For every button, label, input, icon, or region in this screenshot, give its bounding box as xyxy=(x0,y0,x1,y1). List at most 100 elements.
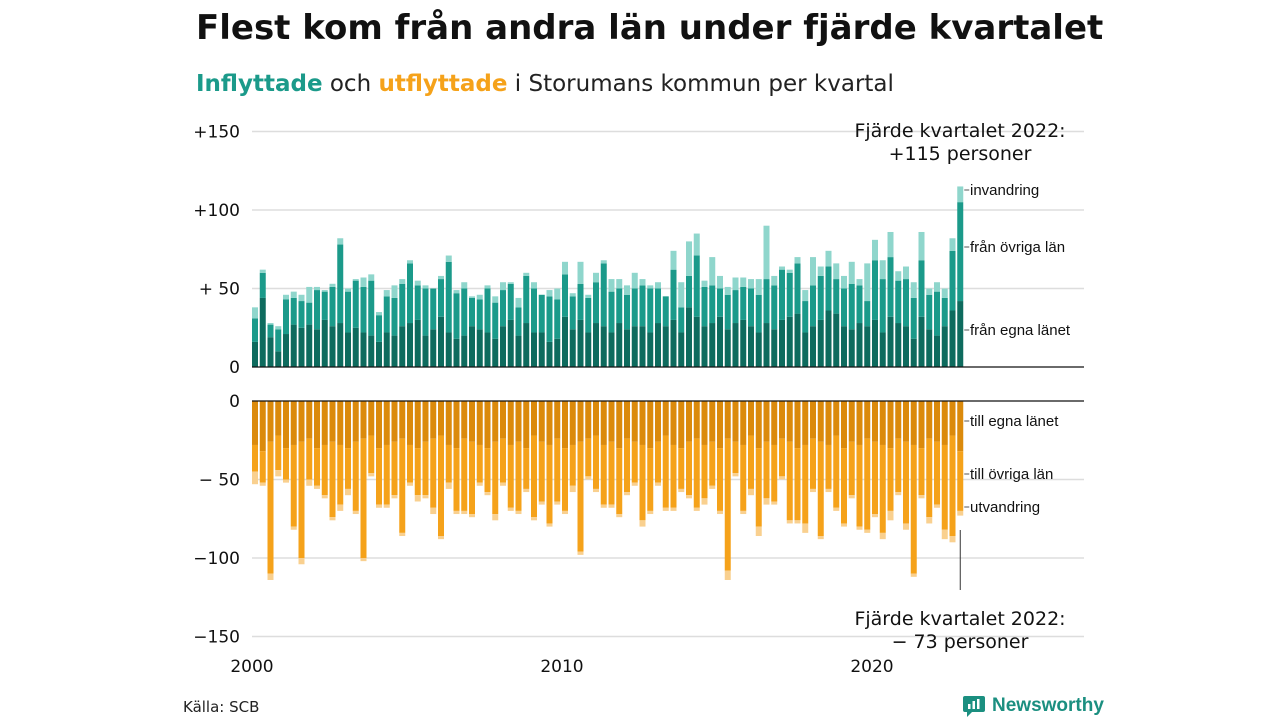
bar-outflow-emig xyxy=(484,492,491,496)
bar-inflow-other xyxy=(383,296,390,333)
bar-inflow-imm xyxy=(903,266,909,280)
bar-outflow-other xyxy=(252,444,258,472)
bar-outflow-emig xyxy=(538,501,545,505)
bars xyxy=(252,186,964,580)
bar-outflow-own xyxy=(538,401,545,442)
bar-inflow-imm xyxy=(337,238,344,245)
bar-outflow-own xyxy=(290,401,297,445)
bar-inflow-imm xyxy=(453,290,460,294)
bar-inflow-imm xyxy=(856,279,863,286)
bar-inflow-other xyxy=(283,299,289,335)
bar-inflow-own xyxy=(903,326,909,367)
bar-outflow-own xyxy=(941,401,948,445)
bar-outflow-emig xyxy=(469,514,475,518)
bar-outflow-other xyxy=(748,435,754,489)
bar-outflow-own xyxy=(569,401,576,445)
bar-outflow-other xyxy=(740,444,747,511)
bar-outflow-other xyxy=(631,441,638,483)
bar-outflow-emig xyxy=(321,495,328,499)
bar-outflow-other xyxy=(647,448,654,511)
bar-inflow-other xyxy=(717,288,723,317)
bar-inflow-other xyxy=(856,285,863,324)
bar-outflow-own xyxy=(709,401,716,442)
bar-inflow-other xyxy=(275,329,282,352)
bar-outflow-other xyxy=(422,441,429,496)
bar-outflow-own xyxy=(639,401,646,445)
bar-outflow-other xyxy=(577,441,584,552)
bar-inflow-other xyxy=(848,283,855,330)
bar-inflow-own xyxy=(647,332,654,367)
bar-inflow-own xyxy=(515,335,522,367)
bar-outflow-own xyxy=(306,401,313,439)
bar-inflow-imm xyxy=(321,290,328,292)
y-tick-top: +100 xyxy=(193,201,240,221)
subtitle-utflyttade: utflyttade xyxy=(378,71,508,97)
bar-outflow-other xyxy=(593,435,599,489)
bar-outflow-other xyxy=(934,441,940,505)
bar-outflow-own xyxy=(484,401,491,449)
bar-outflow-emig xyxy=(345,488,351,496)
bar-inflow-imm xyxy=(414,280,421,286)
bar-outflow-other xyxy=(949,435,956,537)
bar-outflow-emig xyxy=(926,517,933,524)
chart-title: Flest kom från andra län under fjärde kv… xyxy=(196,8,1104,48)
bar-inflow-imm xyxy=(786,269,793,273)
bar-inflow-imm xyxy=(864,263,871,302)
bar-inflow-own xyxy=(352,327,359,367)
bar-outflow-emig xyxy=(608,504,615,508)
bar-inflow-imm xyxy=(461,282,468,289)
bar-inflow-other xyxy=(949,250,956,311)
bar-inflow-other xyxy=(748,288,754,327)
series-label-top: invandring xyxy=(970,182,1039,199)
bar-outflow-own xyxy=(662,401,669,436)
bar-outflow-own xyxy=(926,401,933,439)
bar-outflow-own xyxy=(600,401,607,445)
bar-outflow-own xyxy=(810,401,816,439)
bar-inflow-other xyxy=(624,294,630,330)
bar-outflow-own xyxy=(624,401,630,439)
bar-inflow-own xyxy=(376,341,382,367)
bar-inflow-imm xyxy=(376,312,382,316)
bar-inflow-other xyxy=(523,275,530,324)
bar-outflow-other xyxy=(461,438,468,511)
bar-outflow-emig xyxy=(407,482,413,486)
bar-inflow-own xyxy=(918,316,925,367)
bar-inflow-own xyxy=(252,341,258,367)
bar-inflow-imm xyxy=(732,277,739,291)
bar-inflow-own xyxy=(825,310,832,367)
bar-inflow-imm xyxy=(872,239,878,261)
bar-outflow-emig xyxy=(569,485,576,493)
bar-inflow-imm xyxy=(740,277,747,287)
bar-outflow-other xyxy=(345,448,351,489)
bar-inflow-own xyxy=(616,323,623,367)
bar-outflow-own xyxy=(500,401,506,439)
bar-outflow-own xyxy=(562,401,568,449)
bar-outflow-own xyxy=(438,401,444,436)
bar-inflow-imm xyxy=(624,285,630,295)
brand-logo: Newsworthy xyxy=(962,694,1104,718)
bar-outflow-own xyxy=(391,401,398,442)
bar-outflow-own xyxy=(267,401,274,442)
bar-outflow-emig xyxy=(670,507,677,511)
bar-inflow-imm xyxy=(523,272,530,276)
bar-inflow-own xyxy=(391,335,398,367)
bar-outflow-emig xyxy=(763,498,770,505)
bar-inflow-imm xyxy=(500,282,506,291)
bar-outflow-own xyxy=(910,401,917,445)
bar-inflow-imm xyxy=(771,275,778,286)
series-label-bottom: till egna länet xyxy=(970,413,1059,430)
bar-inflow-imm xyxy=(841,275,847,289)
bar-inflow-imm xyxy=(779,266,785,270)
bar-outflow-other xyxy=(879,444,886,533)
bar-inflow-own xyxy=(593,323,599,367)
bar-inflow-own xyxy=(453,338,460,367)
bar-inflow-other xyxy=(600,263,607,327)
bar-inflow-own xyxy=(662,326,669,367)
bar-outflow-own xyxy=(515,401,522,442)
bar-inflow-other xyxy=(376,315,382,342)
bar-inflow-imm xyxy=(507,282,514,284)
bar-inflow-own xyxy=(802,332,809,367)
bar-outflow-emig xyxy=(841,523,847,527)
bar-outflow-own xyxy=(879,401,886,445)
y-tick-top: 0 xyxy=(229,358,240,378)
